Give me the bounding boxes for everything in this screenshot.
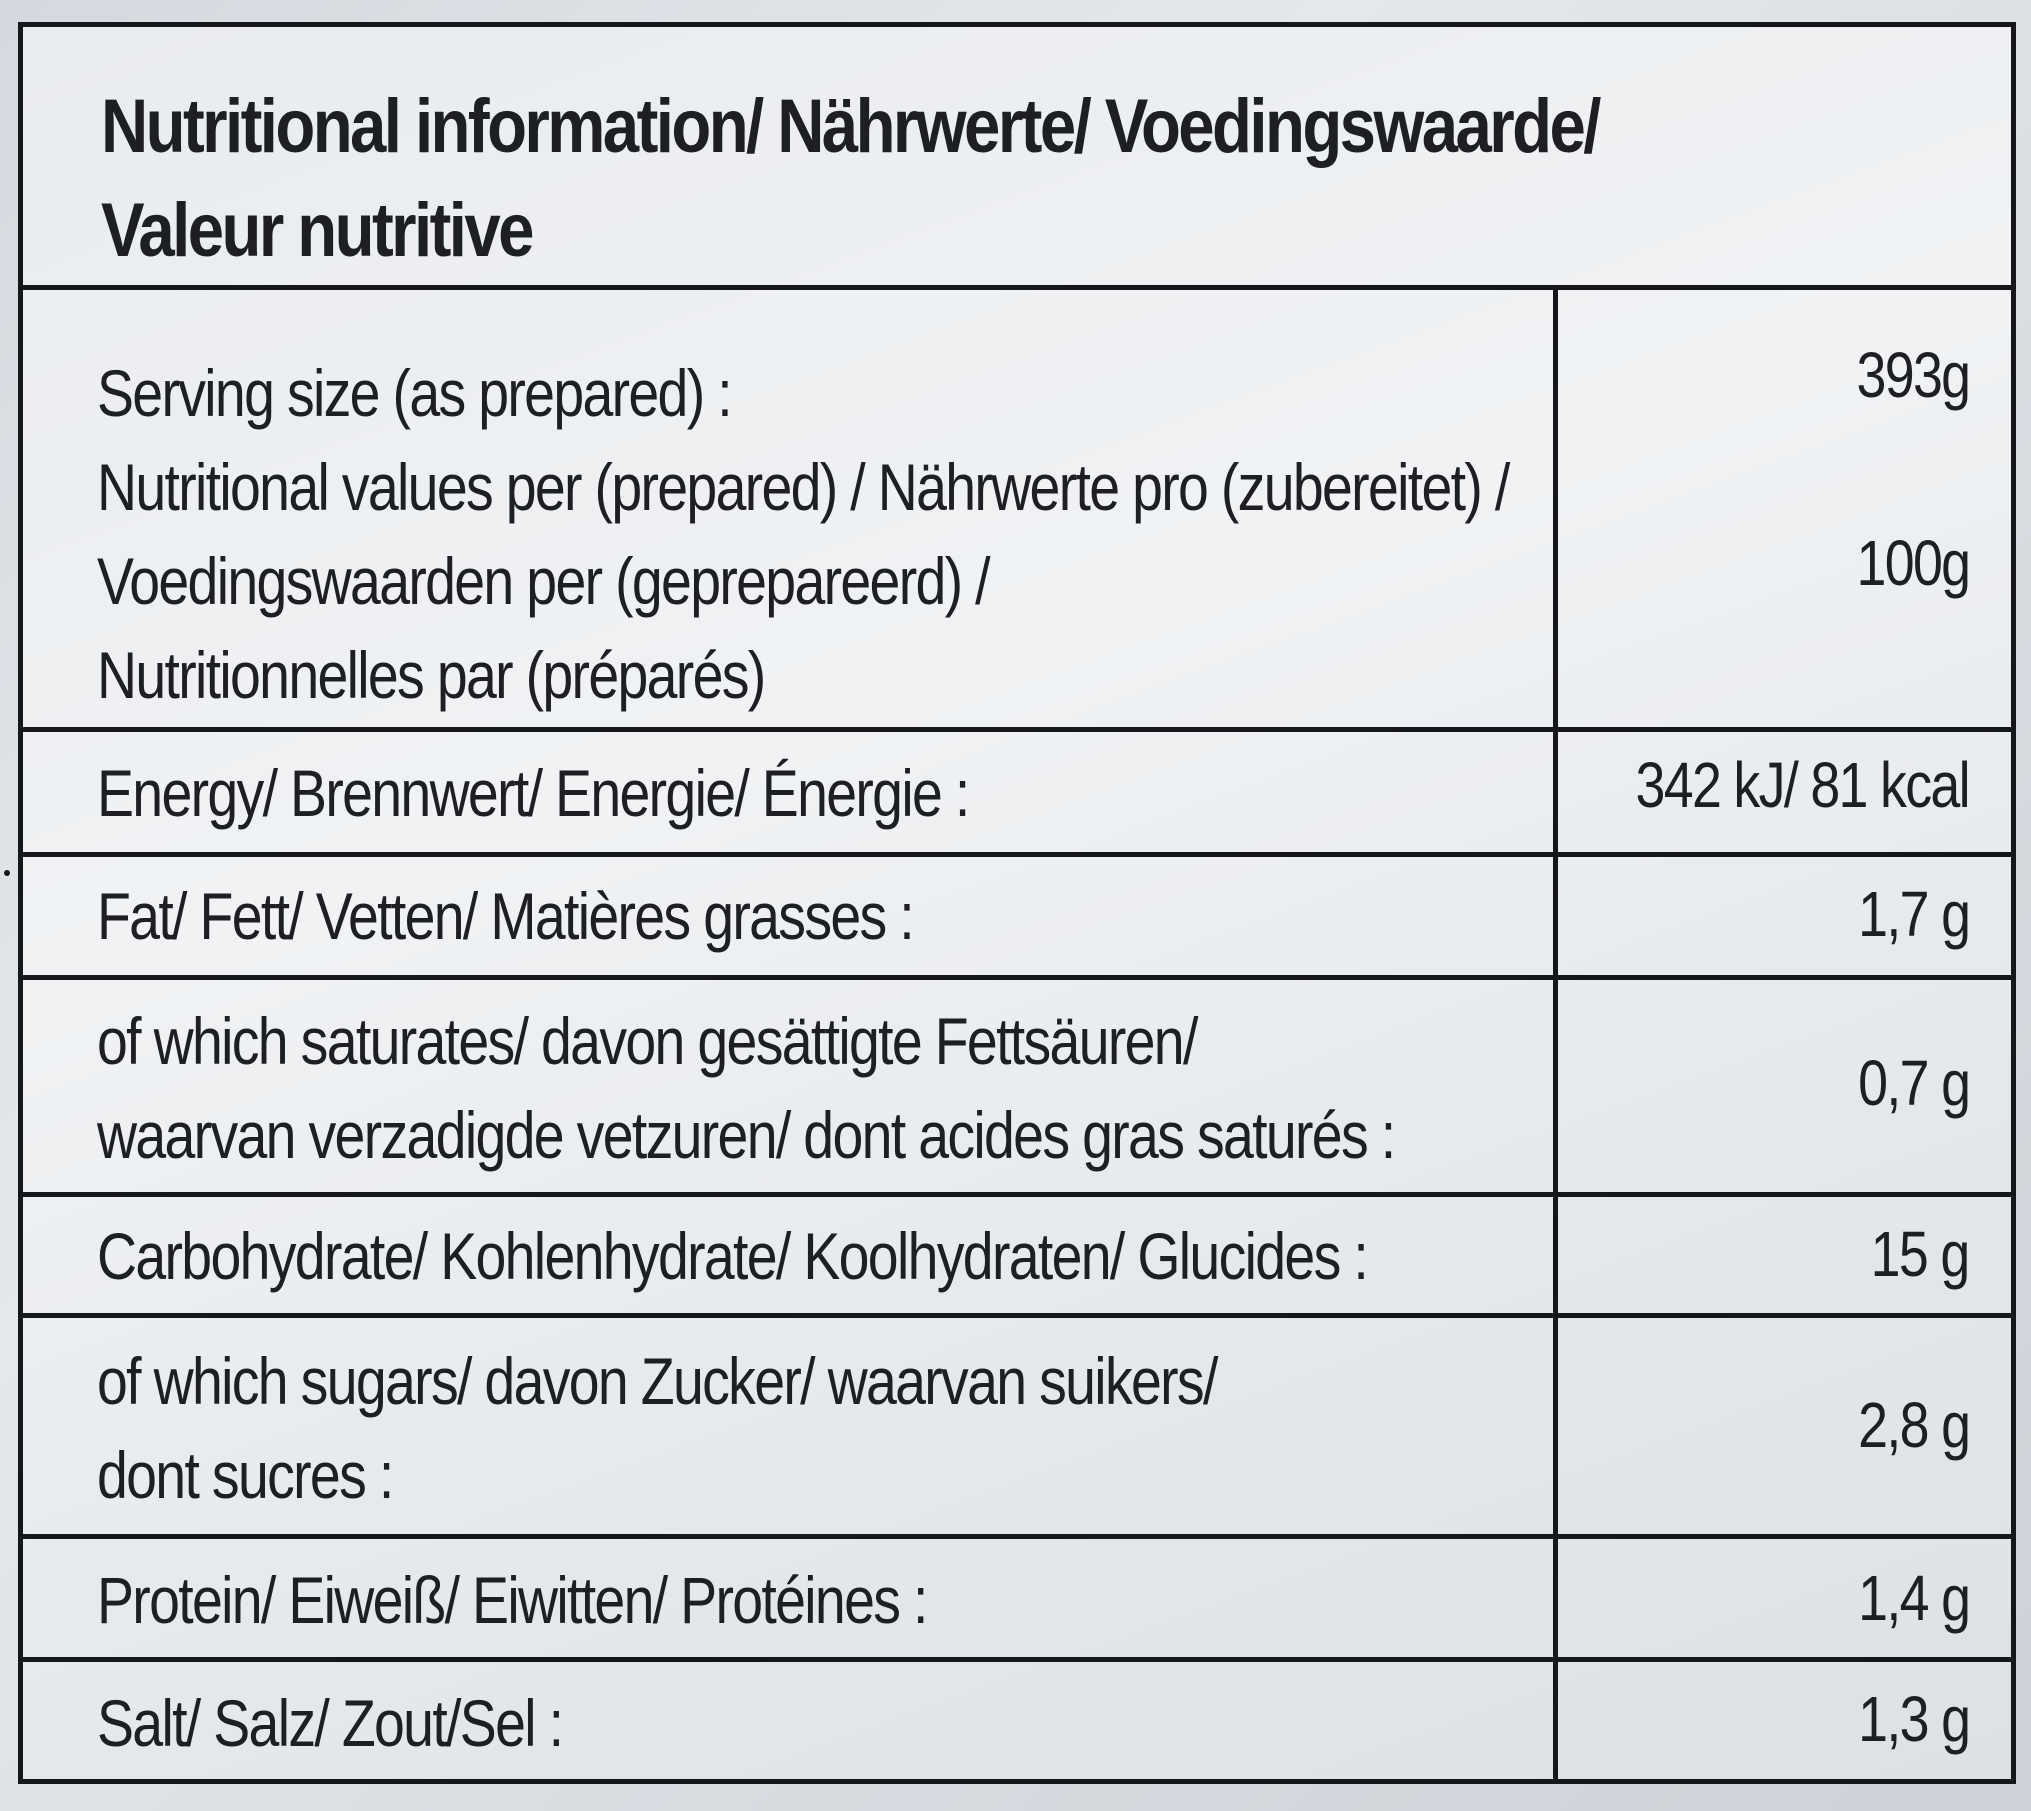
column-divider bbox=[1553, 980, 1558, 1192]
nutrient-label: of which saturates/ davon gesättigte Fet… bbox=[97, 994, 1396, 1182]
nutrient-value: 15 g bbox=[1871, 1218, 1971, 1290]
nutrient-label: Carbohydrate/ Kohlenhydrate/ Koolhydrate… bbox=[97, 1219, 1369, 1293]
title-line-2: Valeur nutritive bbox=[101, 188, 535, 273]
nutrient-row-saturates: of which saturates/ davon gesättigte Fet… bbox=[23, 980, 2011, 1197]
nutrient-row-fat: Fat/ Fett/ Vetten/ Matières grasses : 1,… bbox=[23, 857, 2011, 980]
serving-label-line-1: Serving size (as prepared) : bbox=[97, 356, 733, 430]
nutrient-row-salt: Salt/ Salz/ Zout/Sel : 1,3 g bbox=[23, 1662, 2011, 1779]
nutrient-row-carbohydrate: Carbohydrate/ Kohlenhydrate/ Koolhydrate… bbox=[23, 1197, 2011, 1318]
table-title: Nutritional information/ Nährwerte/ Voed… bbox=[101, 75, 1601, 283]
column-divider bbox=[1553, 1539, 1558, 1657]
column-divider bbox=[1553, 1662, 1558, 1779]
nutrient-row-sugars: of which sugars/ davon Zucker/ waarvan s… bbox=[23, 1318, 2011, 1539]
serving-label-line-2: Nutritional values per (prepared) / Nähr… bbox=[97, 450, 1510, 524]
serving-label: Serving size (as prepared) : Nutritional… bbox=[97, 346, 1510, 722]
column-divider bbox=[1553, 290, 1558, 727]
serving-label-line-4: Nutritionnelles par (préparés) bbox=[97, 638, 766, 712]
nutrient-label-line-1: of which saturates/ davon gesättigte Fet… bbox=[97, 1004, 1198, 1078]
nutrient-value: 1,3 g bbox=[1857, 1683, 1971, 1755]
nutrient-value: 342 kJ/ 81 kcal bbox=[1635, 749, 1971, 821]
nutrient-label: Protein/ Eiweiß/ Eiwitten/ Protéines : bbox=[97, 1563, 928, 1637]
per-amount-value: 100g bbox=[1856, 527, 1971, 599]
column-divider bbox=[1553, 857, 1558, 975]
title-cell: Nutritional information/ Nährwerte/ Voed… bbox=[23, 27, 2011, 290]
nutrient-label-line-2: waarvan verzadigde vetzuren/ dont acides… bbox=[97, 1098, 1396, 1172]
nutrient-value: 1,4 g bbox=[1857, 1562, 1971, 1634]
column-divider bbox=[1553, 1197, 1558, 1313]
nutrient-label: Energy/ Brennwert/ Energie/ Énergie : bbox=[97, 756, 970, 830]
column-divider bbox=[1553, 1318, 1558, 1534]
nutrient-value: 0,7 g bbox=[1857, 1047, 1971, 1119]
nutrient-label-line-2: dont sucres : bbox=[97, 1438, 394, 1512]
serving-row: Serving size (as prepared) : Nutritional… bbox=[23, 290, 2011, 732]
nutrient-value: 1,7 g bbox=[1857, 878, 1971, 950]
column-divider bbox=[1553, 732, 1558, 852]
nutrient-label: Salt/ Salz/ Zout/Sel : bbox=[97, 1686, 564, 1760]
nutrient-label: of which sugars/ davon Zucker/ waarvan s… bbox=[97, 1334, 1218, 1522]
edge-mark bbox=[4, 870, 10, 876]
nutrient-row-energy: Energy/ Brennwert/ Energie/ Énergie : 34… bbox=[23, 732, 2011, 857]
nutrient-label-line-1: of which sugars/ davon Zucker/ waarvan s… bbox=[97, 1344, 1218, 1418]
nutrient-row-protein: Protein/ Eiweiß/ Eiwitten/ Protéines : 1… bbox=[23, 1539, 2011, 1662]
serving-label-line-3: Voedingswaarden per (geprepareerd) / bbox=[97, 544, 991, 618]
nutrient-value: 2,8 g bbox=[1857, 1389, 1971, 1461]
serving-size-value: 393g bbox=[1856, 339, 1971, 411]
title-line-1: Nutritional information/ Nährwerte/ Voed… bbox=[101, 84, 1601, 169]
nutrient-label: Fat/ Fett/ Vetten/ Matières grasses : bbox=[97, 879, 915, 953]
nutrition-table: Nutritional information/ Nährwerte/ Voed… bbox=[18, 22, 2016, 1784]
